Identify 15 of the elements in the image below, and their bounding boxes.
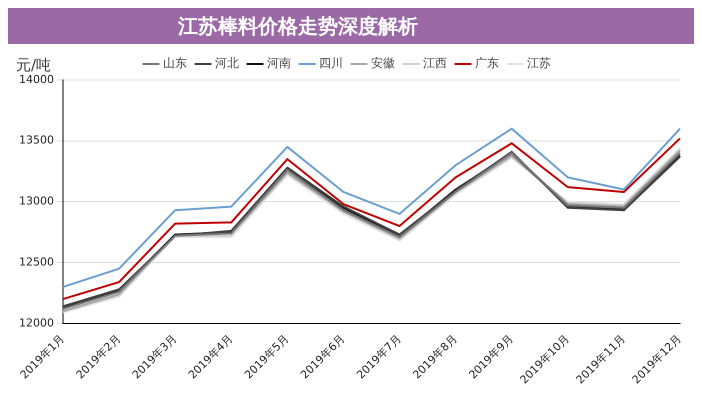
y-axis-title: 元/吨 xyxy=(16,56,52,74)
legend-label: 安徽 xyxy=(371,56,395,70)
legend-label: 河北 xyxy=(215,56,239,70)
y-tick-label: 13000 xyxy=(18,194,54,208)
legend-label: 河南 xyxy=(267,56,291,70)
y-tick-label: 13500 xyxy=(18,134,54,147)
legend-label: 四川 xyxy=(319,56,343,70)
chart-title: 江苏棒料价格走势深度解析 xyxy=(8,8,694,44)
legend-label: 江苏 xyxy=(527,56,551,70)
legend-label: 江西 xyxy=(423,56,447,70)
y-tick-label: 14000 xyxy=(18,72,54,86)
legend-label: 山东 xyxy=(163,56,187,70)
y-tick-label: 12500 xyxy=(18,255,54,268)
legend-label: 广东 xyxy=(475,56,499,70)
y-tick-label: 12000 xyxy=(18,316,54,330)
